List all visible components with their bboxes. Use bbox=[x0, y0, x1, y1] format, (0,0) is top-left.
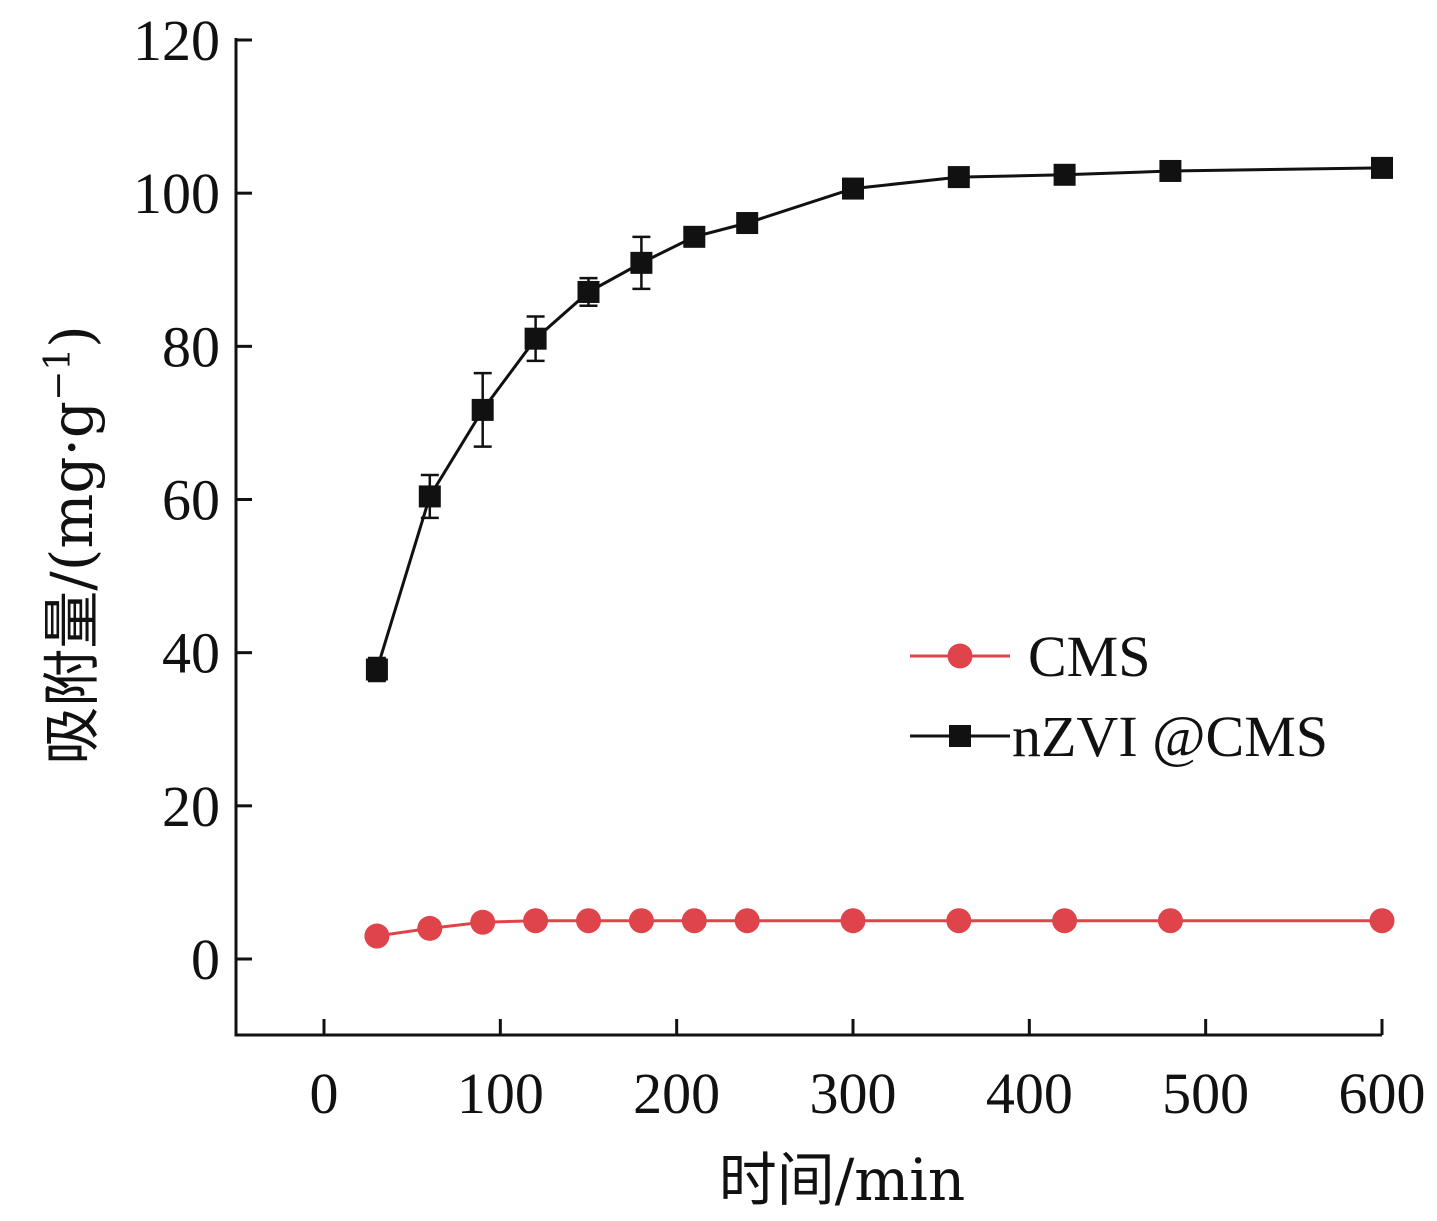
y-axis-label: 吸附量/(mg·g−1) bbox=[38, 325, 106, 765]
legend-label: CMS bbox=[1028, 624, 1151, 689]
series-layer bbox=[364, 156, 1395, 949]
data-point bbox=[736, 212, 759, 235]
data-point bbox=[417, 915, 443, 941]
y-tick-label-0: 0 bbox=[191, 927, 220, 992]
x-tick-label-600: 600 bbox=[1339, 1061, 1426, 1126]
series-cms bbox=[364, 908, 1395, 949]
x-tick-label-0: 0 bbox=[310, 1061, 339, 1126]
x-tick-label-500: 500 bbox=[1162, 1061, 1249, 1126]
data-point bbox=[947, 166, 970, 189]
data-point bbox=[471, 398, 494, 421]
data-point bbox=[1053, 163, 1076, 186]
legend-marker bbox=[949, 725, 971, 747]
data-point bbox=[946, 908, 972, 934]
data-point bbox=[576, 908, 601, 934]
data-point bbox=[681, 908, 707, 934]
y-axis-label-main: 吸附量/(mg·g bbox=[38, 401, 106, 765]
legend-item-cms: CMS bbox=[910, 624, 1151, 689]
x-tick-label-300: 300 bbox=[810, 1061, 897, 1126]
data-point bbox=[365, 658, 388, 681]
series-nzvi-cms bbox=[365, 156, 1393, 683]
data-point bbox=[577, 280, 600, 303]
y-axis-label-close: ) bbox=[38, 325, 106, 348]
data-point bbox=[840, 908, 866, 934]
data-point bbox=[470, 909, 496, 935]
ticks: 0 20 40 60 80 100 120 0 100 200 300 400 500 600 bbox=[133, 8, 1426, 1126]
y-tick-label-100: 100 bbox=[133, 161, 220, 226]
data-point bbox=[734, 908, 760, 934]
data-point bbox=[523, 908, 549, 934]
data-point bbox=[524, 327, 547, 350]
data-point bbox=[683, 225, 706, 248]
data-point bbox=[628, 908, 654, 934]
y-tick-label-80: 80 bbox=[162, 314, 220, 379]
y-tick-label-60: 60 bbox=[162, 468, 220, 533]
y-tick-label-120: 120 bbox=[133, 8, 220, 73]
x-tick-label-400: 400 bbox=[986, 1061, 1073, 1126]
axes bbox=[234, 38, 1382, 1037]
y-tick-label-40: 40 bbox=[162, 621, 220, 686]
data-point bbox=[364, 923, 390, 949]
legend: CMS nZVI @CMS bbox=[910, 624, 1328, 769]
data-point bbox=[630, 251, 653, 274]
data-point bbox=[1159, 159, 1182, 182]
legend-marker bbox=[947, 643, 973, 669]
data-point bbox=[1369, 908, 1395, 934]
data-point bbox=[1371, 156, 1393, 179]
y-axis-label-superscript: −1 bbox=[38, 348, 79, 401]
x-tick-label-200: 200 bbox=[633, 1061, 720, 1126]
series-line-1 bbox=[375, 166, 1383, 670]
legend-item-nzvi-cms: nZVI @CMS bbox=[910, 704, 1328, 769]
y-tick-label-20: 20 bbox=[162, 774, 220, 839]
legend-label: nZVI @CMS bbox=[1012, 704, 1328, 769]
data-point bbox=[1157, 908, 1183, 934]
data-point bbox=[418, 485, 441, 508]
data-point bbox=[1052, 908, 1078, 934]
data-point bbox=[842, 177, 864, 200]
x-axis-label: 时间/min bbox=[719, 1146, 965, 1214]
x-tick-label-100: 100 bbox=[457, 1061, 544, 1126]
